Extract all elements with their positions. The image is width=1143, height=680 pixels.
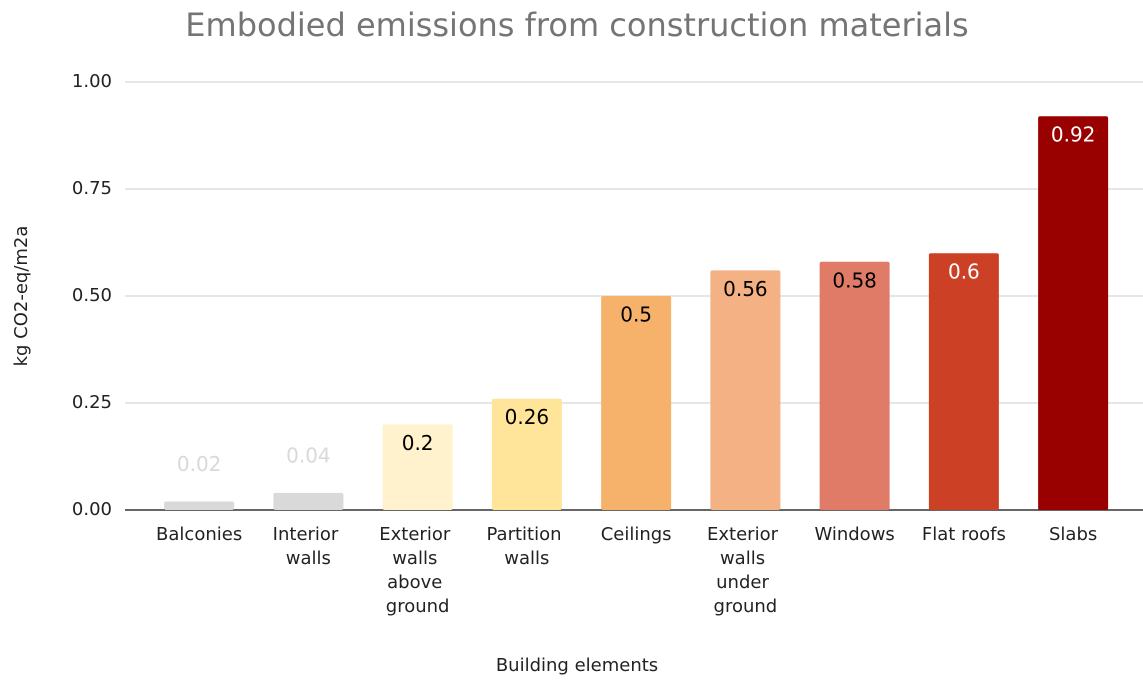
x-tick-label: Balconies <box>156 524 242 545</box>
y-axis-label: kg CO2-eq/m2a <box>11 226 32 367</box>
value-label: 0.56 <box>723 277 768 301</box>
bar <box>928 253 999 510</box>
x-tick-label: Interior walls <box>273 524 344 569</box>
x-tick-label: Ceilings <box>601 524 672 545</box>
bar <box>710 270 781 510</box>
y-tick-label: 0.00 <box>72 499 112 520</box>
bar <box>491 398 562 510</box>
value-label: 0.92 <box>1051 123 1096 147</box>
bar <box>819 261 890 510</box>
y-tick-label: 1.00 <box>72 71 112 92</box>
bar <box>601 296 672 510</box>
y-tick-label: 0.75 <box>72 178 112 199</box>
value-label: 0.6 <box>948 260 980 284</box>
bar <box>273 492 344 510</box>
x-tick-label: Exterior walls above ground <box>379 524 456 617</box>
x-tick-label: Windows <box>814 524 894 545</box>
x-axis-label: Building elements <box>496 655 658 676</box>
value-label: 0.04 <box>286 443 331 467</box>
x-tick-label: Flat roofs <box>922 524 1006 545</box>
x-tick-label: Slabs <box>1049 524 1097 545</box>
y-tick-label: 0.50 <box>72 285 112 306</box>
value-label: 0.02 <box>177 452 222 476</box>
bar <box>164 501 235 510</box>
chart-title: Embodied emissions from construction mat… <box>185 6 968 44</box>
bar <box>1038 116 1109 511</box>
y-tick-label: 0.25 <box>72 392 112 413</box>
value-label: 0.26 <box>505 405 550 429</box>
bar <box>382 424 453 510</box>
x-tick-label: Partition walls <box>487 524 568 569</box>
value-label: 0.5 <box>620 303 652 327</box>
x-tick-label: Exterior walls under ground <box>707 524 784 617</box>
value-label: 0.58 <box>832 268 877 292</box>
value-label: 0.2 <box>402 431 434 455</box>
